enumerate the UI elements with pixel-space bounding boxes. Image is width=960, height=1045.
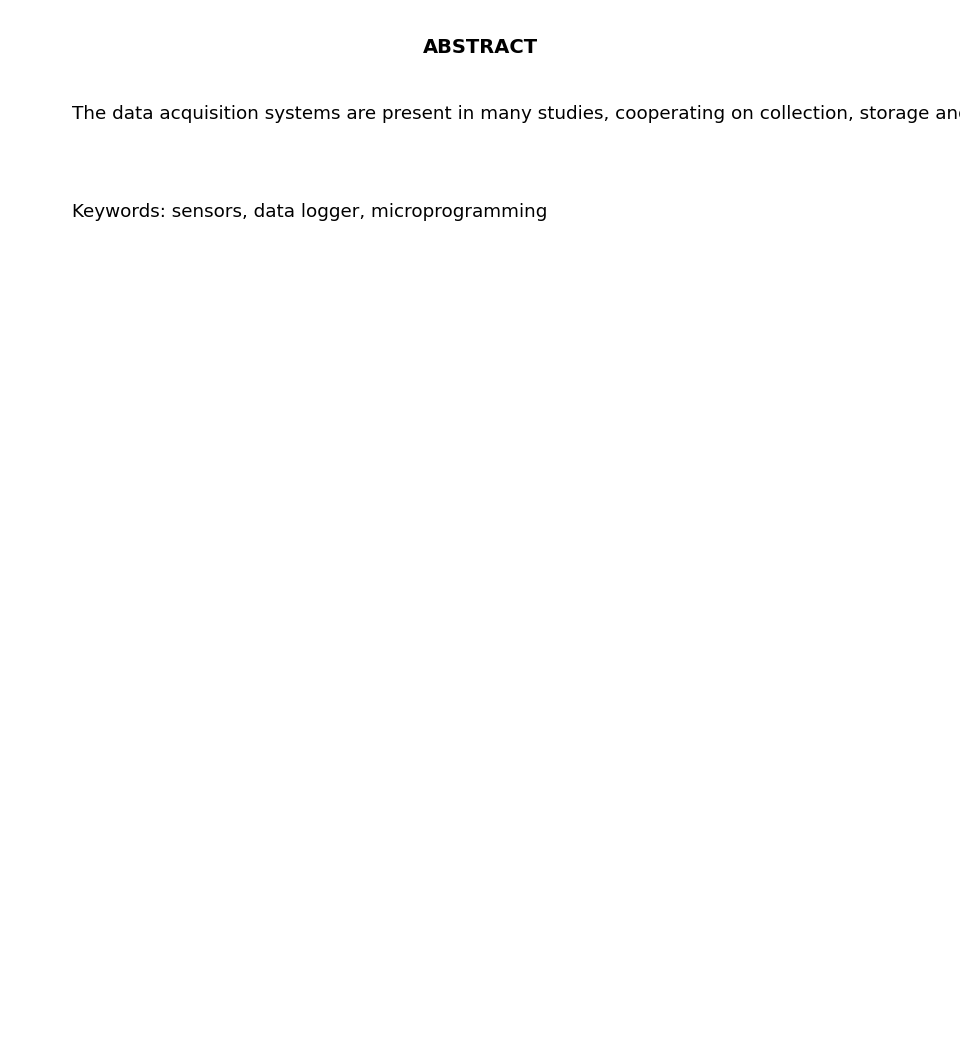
Text: The data acquisition systems are present in many studies, cooperating on collect: The data acquisition systems are present… bbox=[72, 104, 960, 123]
Text: ABSTRACT: ABSTRACT bbox=[422, 38, 538, 57]
Text: Keywords: sensors, data logger, microprogramming: Keywords: sensors, data logger, micropro… bbox=[72, 203, 547, 220]
